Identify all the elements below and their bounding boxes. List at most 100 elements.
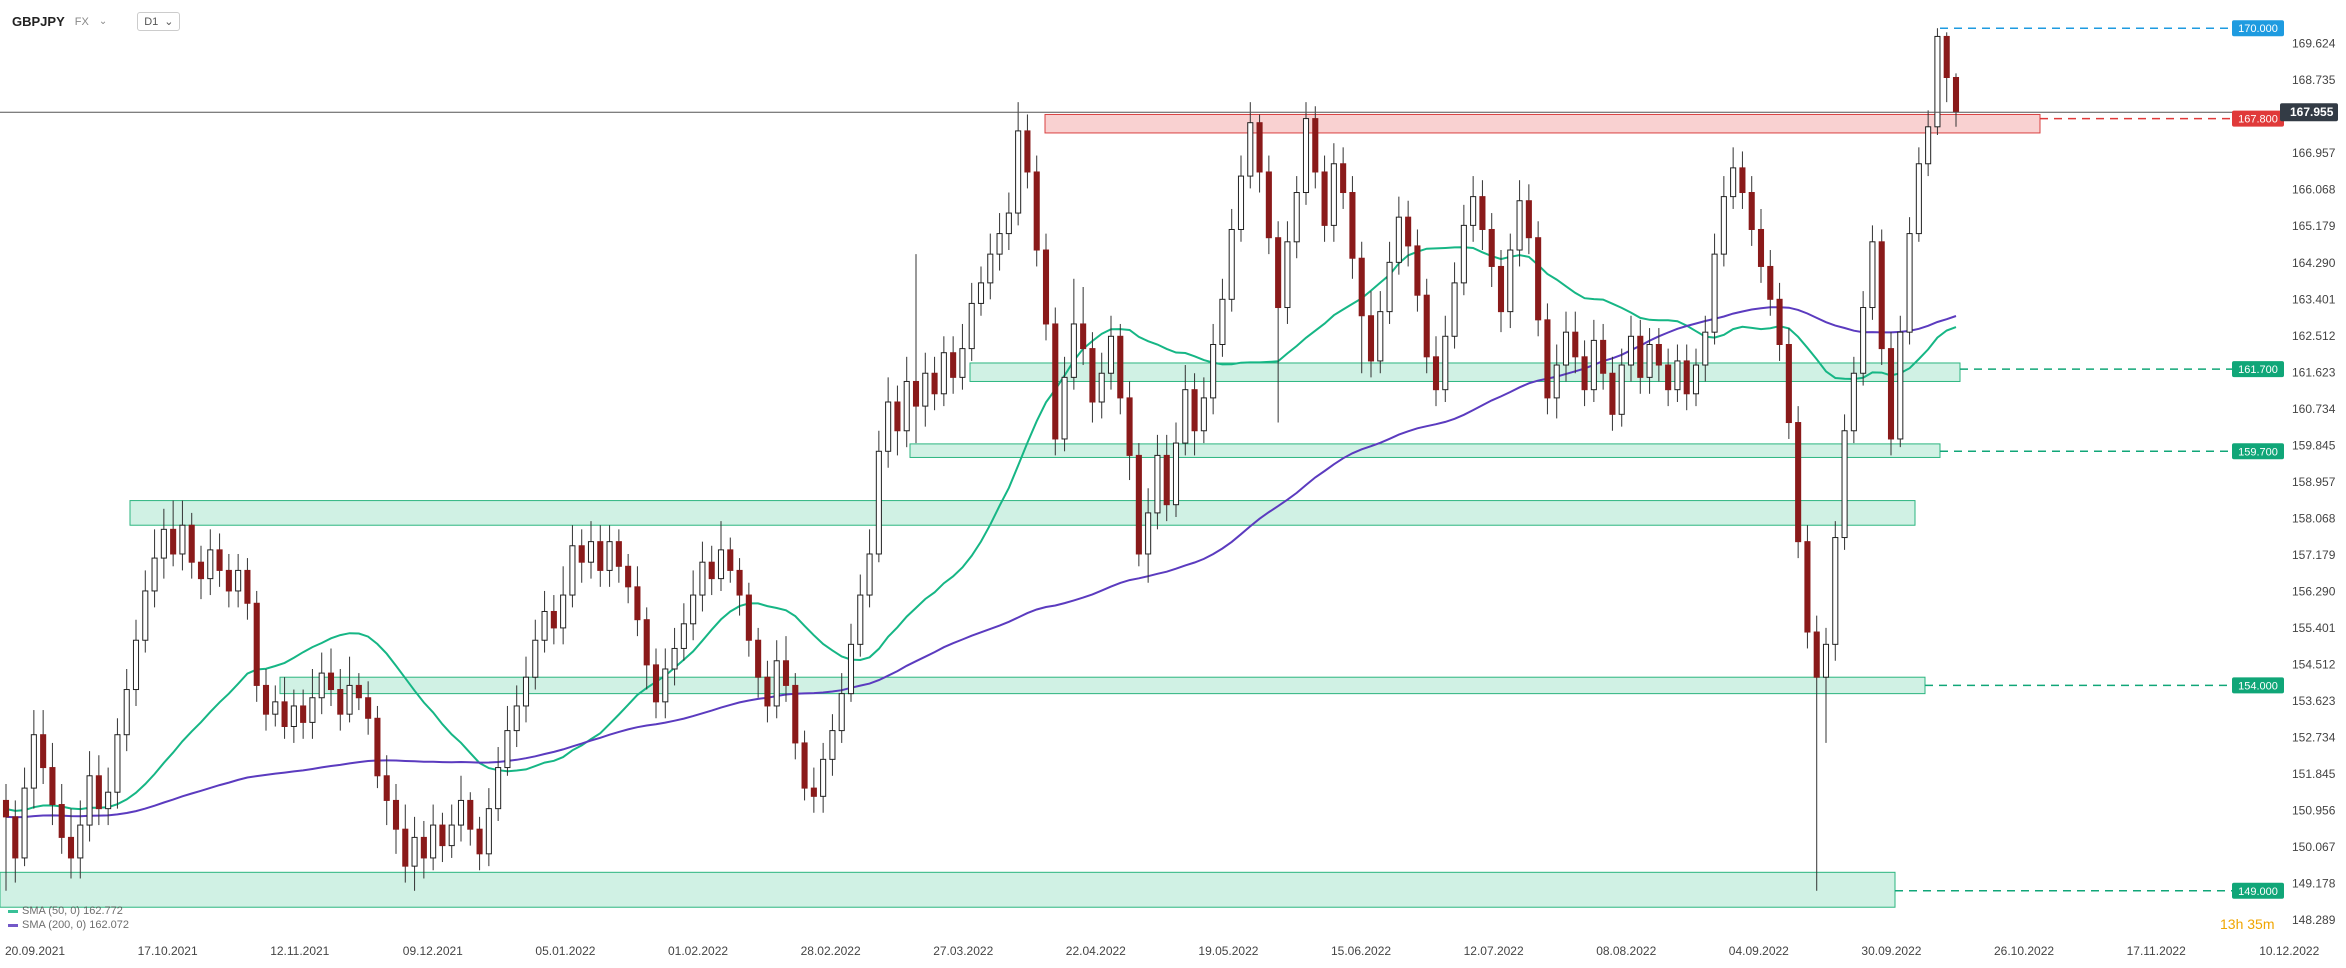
- price-tick-label: 168.735: [2292, 73, 2336, 87]
- candle: [1822, 643, 1830, 678]
- candle: [1860, 307, 1867, 374]
- candle: [300, 705, 307, 723]
- time-tick-label: 05.01.2022: [535, 944, 595, 958]
- candle: [885, 401, 892, 452]
- candle: [1423, 294, 1430, 358]
- candle: [1293, 192, 1300, 243]
- candle: [569, 545, 576, 596]
- candle: [1516, 200, 1523, 251]
- candle: [318, 672, 325, 699]
- candle: [1265, 171, 1272, 239]
- candle: [1915, 163, 1922, 235]
- time-tick-label: 01.02.2022: [668, 944, 728, 958]
- zone-0: [1044, 113, 2041, 134]
- time-tick-label: 20.09.2021: [5, 944, 65, 958]
- time-tick-label: 10.12.2022: [2259, 944, 2319, 958]
- candle: [634, 586, 641, 621]
- zones-layer: [0, 113, 2041, 908]
- chevron-down-icon[interactable]: ⌄: [98, 16, 108, 27]
- candle: [30, 734, 37, 789]
- candle: [736, 569, 743, 596]
- candle: [1692, 364, 1700, 395]
- price-tick-label: 150.067: [2292, 840, 2336, 854]
- candle: [1887, 348, 1895, 440]
- candle: [86, 775, 93, 826]
- candle: [773, 660, 780, 707]
- timeframe-select[interactable]: D1 ⌄: [137, 12, 181, 31]
- candle: [1052, 323, 1059, 440]
- candle: [1897, 331, 1904, 440]
- candle: [244, 569, 251, 604]
- candle: [1414, 245, 1421, 296]
- candle: [1460, 224, 1467, 284]
- candle: [1395, 216, 1402, 263]
- price-tick-label: 162.512: [2292, 329, 2336, 343]
- price-tick-label: 149.178: [2292, 876, 2336, 890]
- price-tick-label: 151.845: [2292, 767, 2336, 781]
- candle: [1284, 241, 1291, 309]
- candle: [160, 528, 167, 559]
- level-tag: [2232, 443, 2284, 460]
- candle: [485, 808, 492, 855]
- candle: [1627, 335, 1635, 366]
- candle: [643, 619, 650, 666]
- candle: [1015, 130, 1022, 214]
- candle: [1377, 311, 1384, 362]
- candle: [49, 767, 56, 806]
- candle: [522, 676, 530, 707]
- candle: [1442, 335, 1449, 391]
- legend-sma200[interactable]: SMA (200, 0) 162.072: [8, 918, 129, 932]
- candle: [1813, 631, 1820, 678]
- candle: [2, 799, 10, 818]
- candle: [309, 697, 316, 723]
- candle: [1200, 397, 1207, 432]
- candle: [690, 594, 697, 625]
- candle: [1925, 126, 1932, 165]
- symbol-label[interactable]: GBPJPY: [12, 14, 65, 29]
- candle: [727, 549, 734, 571]
- candle: [1126, 397, 1133, 456]
- candle: [1061, 376, 1068, 440]
- candle: [513, 705, 520, 732]
- sma50-label: SMA (50, 0) 162.772: [22, 905, 123, 917]
- candle: [1934, 35, 1941, 128]
- time-tick-label: 04.09.2022: [1729, 944, 1789, 958]
- candle: [866, 553, 873, 596]
- candle: [532, 639, 539, 678]
- candle: [58, 804, 65, 838]
- price-tick-label: 163.401: [2292, 292, 2336, 306]
- candle: [1405, 216, 1412, 247]
- candle: [1869, 241, 1876, 309]
- candle: [1154, 454, 1161, 514]
- time-tick-label: 08.08.2022: [1596, 944, 1656, 958]
- candle: [1785, 343, 1792, 424]
- candle: [857, 594, 864, 645]
- candle: [235, 569, 242, 592]
- candle: [105, 791, 112, 810]
- candle: [1832, 537, 1839, 645]
- candle: [652, 664, 660, 703]
- candle: [1024, 130, 1031, 173]
- candle: [1600, 339, 1607, 374]
- candle: [922, 372, 929, 407]
- candle: [346, 684, 353, 715]
- candle: [1776, 298, 1783, 345]
- time-tick-label: 26.10.2022: [1994, 944, 2054, 958]
- candle: [262, 684, 270, 715]
- candle: [662, 668, 669, 703]
- candle: [1330, 163, 1337, 226]
- price-tick-label: 158.957: [2292, 475, 2336, 489]
- candle: [1432, 356, 1440, 391]
- chart-header: GBPJPY FX ⌄ D1 ⌄: [12, 12, 181, 31]
- candle-countdown: 13h 35m: [2220, 916, 2275, 932]
- candle: [504, 730, 511, 769]
- candle: [550, 610, 557, 629]
- candle: [1107, 335, 1115, 374]
- zone-3: [129, 500, 1916, 526]
- candle: [1340, 163, 1347, 194]
- candle: [1767, 265, 1774, 300]
- candle: [745, 594, 752, 641]
- legend-sma50[interactable]: SMA (50, 0) 162.772: [8, 904, 129, 918]
- price-tick-label: 150.956: [2292, 803, 2336, 817]
